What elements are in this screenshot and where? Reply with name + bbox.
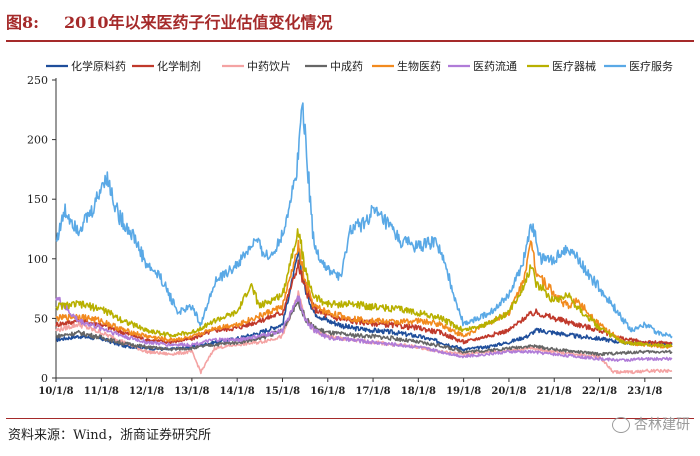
x-axis: 10/1/8 11/1/8 12/1/8 13/1/8 14/1/8 15/1/8 16/1… [38,377,672,397]
figure-title-text: 2010年以来医药子行业估值变化情况 [64,13,333,32]
series-line-3 [55,296,673,357]
legend-label: 医疗服务 [629,59,673,73]
legend-label: 化学制剂 [157,59,201,73]
x-tick-label: 15/1/8 [265,386,300,397]
x-tick-label: 20/1/8 [491,386,526,397]
legend-label: 化学原料药 [71,59,126,73]
figure-title: 图8: 2010年以来医药子行业估值变化情况 [6,6,694,40]
legend-label: 中成药 [330,60,363,73]
figure-label: 图8: [6,13,40,32]
wechat-icon [612,417,630,433]
x-tick-label: 23/1/8 [627,386,662,397]
series-line-5 [55,295,673,363]
x-tick-label: 11/1/8 [84,386,119,397]
legend-label: 生物医药 [397,59,441,73]
y-tick-label: 50 [34,312,48,325]
legend-label: 中药饮片 [247,60,291,73]
series-line-7 [55,102,673,339]
title-rule [6,40,694,42]
x-tick-label: 14/1/8 [220,386,255,397]
x-tick-label: 22/1/8 [582,386,617,397]
x-tick-label: 16/1/8 [310,386,345,397]
x-tick-label: 12/1/8 [129,386,164,397]
y-tick-label: 150 [27,193,48,206]
y-tick-label: 0 [41,372,48,385]
series-line-4 [55,239,673,349]
watermark-text: 杏林建研 [634,417,690,433]
series-line-6 [55,228,673,348]
x-tick-label: 13/1/8 [174,386,209,397]
legend-label: 医疗器械 [552,59,596,73]
x-tick-label: 10/1/8 [38,386,73,397]
series-group [55,102,673,375]
series-line-1 [55,259,673,346]
watermark: 杏林建研 [612,414,690,434]
x-tick-label: 18/1/8 [401,386,436,397]
x-tick-label: 17/1/8 [355,386,390,397]
y-tick-label: 200 [27,134,48,147]
source-note: 资料来源：Wind，浙商证券研究所 [8,428,211,443]
x-tick-label: 19/1/8 [446,386,481,397]
source-rule [6,418,694,419]
x-tick-label: 21/1/8 [537,386,572,397]
legend: 化学原料药 化学制剂 中药饮片 中成药 生物医药 医药流通 医疗器械 医疗服务 [46,59,673,73]
y-axis: 0 50 100 150 200 250 [27,74,57,385]
y-tick-label: 100 [27,253,48,266]
y-tick-label: 250 [27,74,48,87]
legend-label: 医药流通 [473,59,517,73]
